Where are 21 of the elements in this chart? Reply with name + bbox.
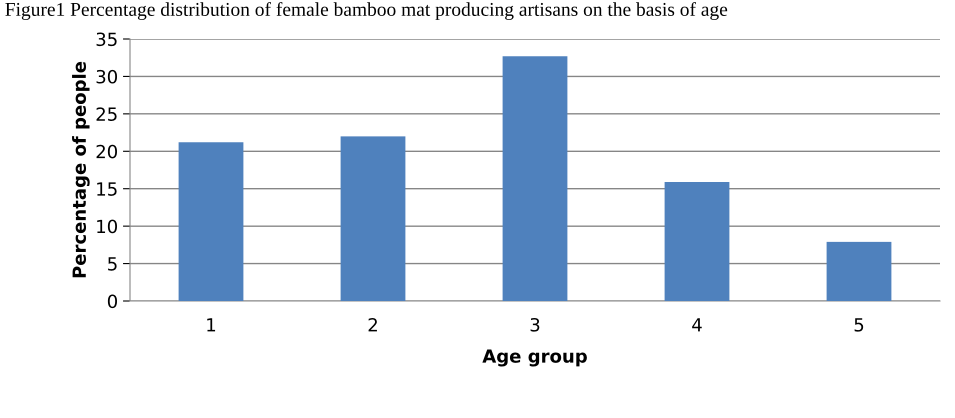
bar — [340, 136, 406, 301]
y-axis-title: Percentage of people — [72, 62, 90, 278]
y-tick-label: 35 — [96, 32, 117, 46]
y-tick-label: 30 — [96, 70, 117, 84]
bar — [502, 56, 568, 301]
x-tick-label: 5 — [854, 318, 864, 332]
bar — [178, 142, 244, 301]
y-tick-label: 5 — [108, 257, 117, 271]
x-tick-label: 3 — [530, 318, 540, 332]
y-tick-label: 0 — [108, 294, 117, 308]
chart-title: Figure1 Percentage distribution of female bamboo mat producing artisans on the basis of age — [5, 2, 728, 20]
bar — [826, 242, 892, 301]
x-tick-label: 4 — [692, 318, 702, 332]
y-tick-label: 25 — [96, 107, 117, 121]
bar — [664, 182, 730, 301]
y-tick-label: 15 — [97, 182, 117, 196]
y-tick-label: 20 — [96, 144, 117, 158]
x-axis-title: Age group — [482, 349, 587, 367]
x-tick-label: 1 — [207, 318, 216, 332]
y-tick-label: 10 — [97, 220, 117, 234]
x-tick-label: 2 — [368, 318, 377, 332]
